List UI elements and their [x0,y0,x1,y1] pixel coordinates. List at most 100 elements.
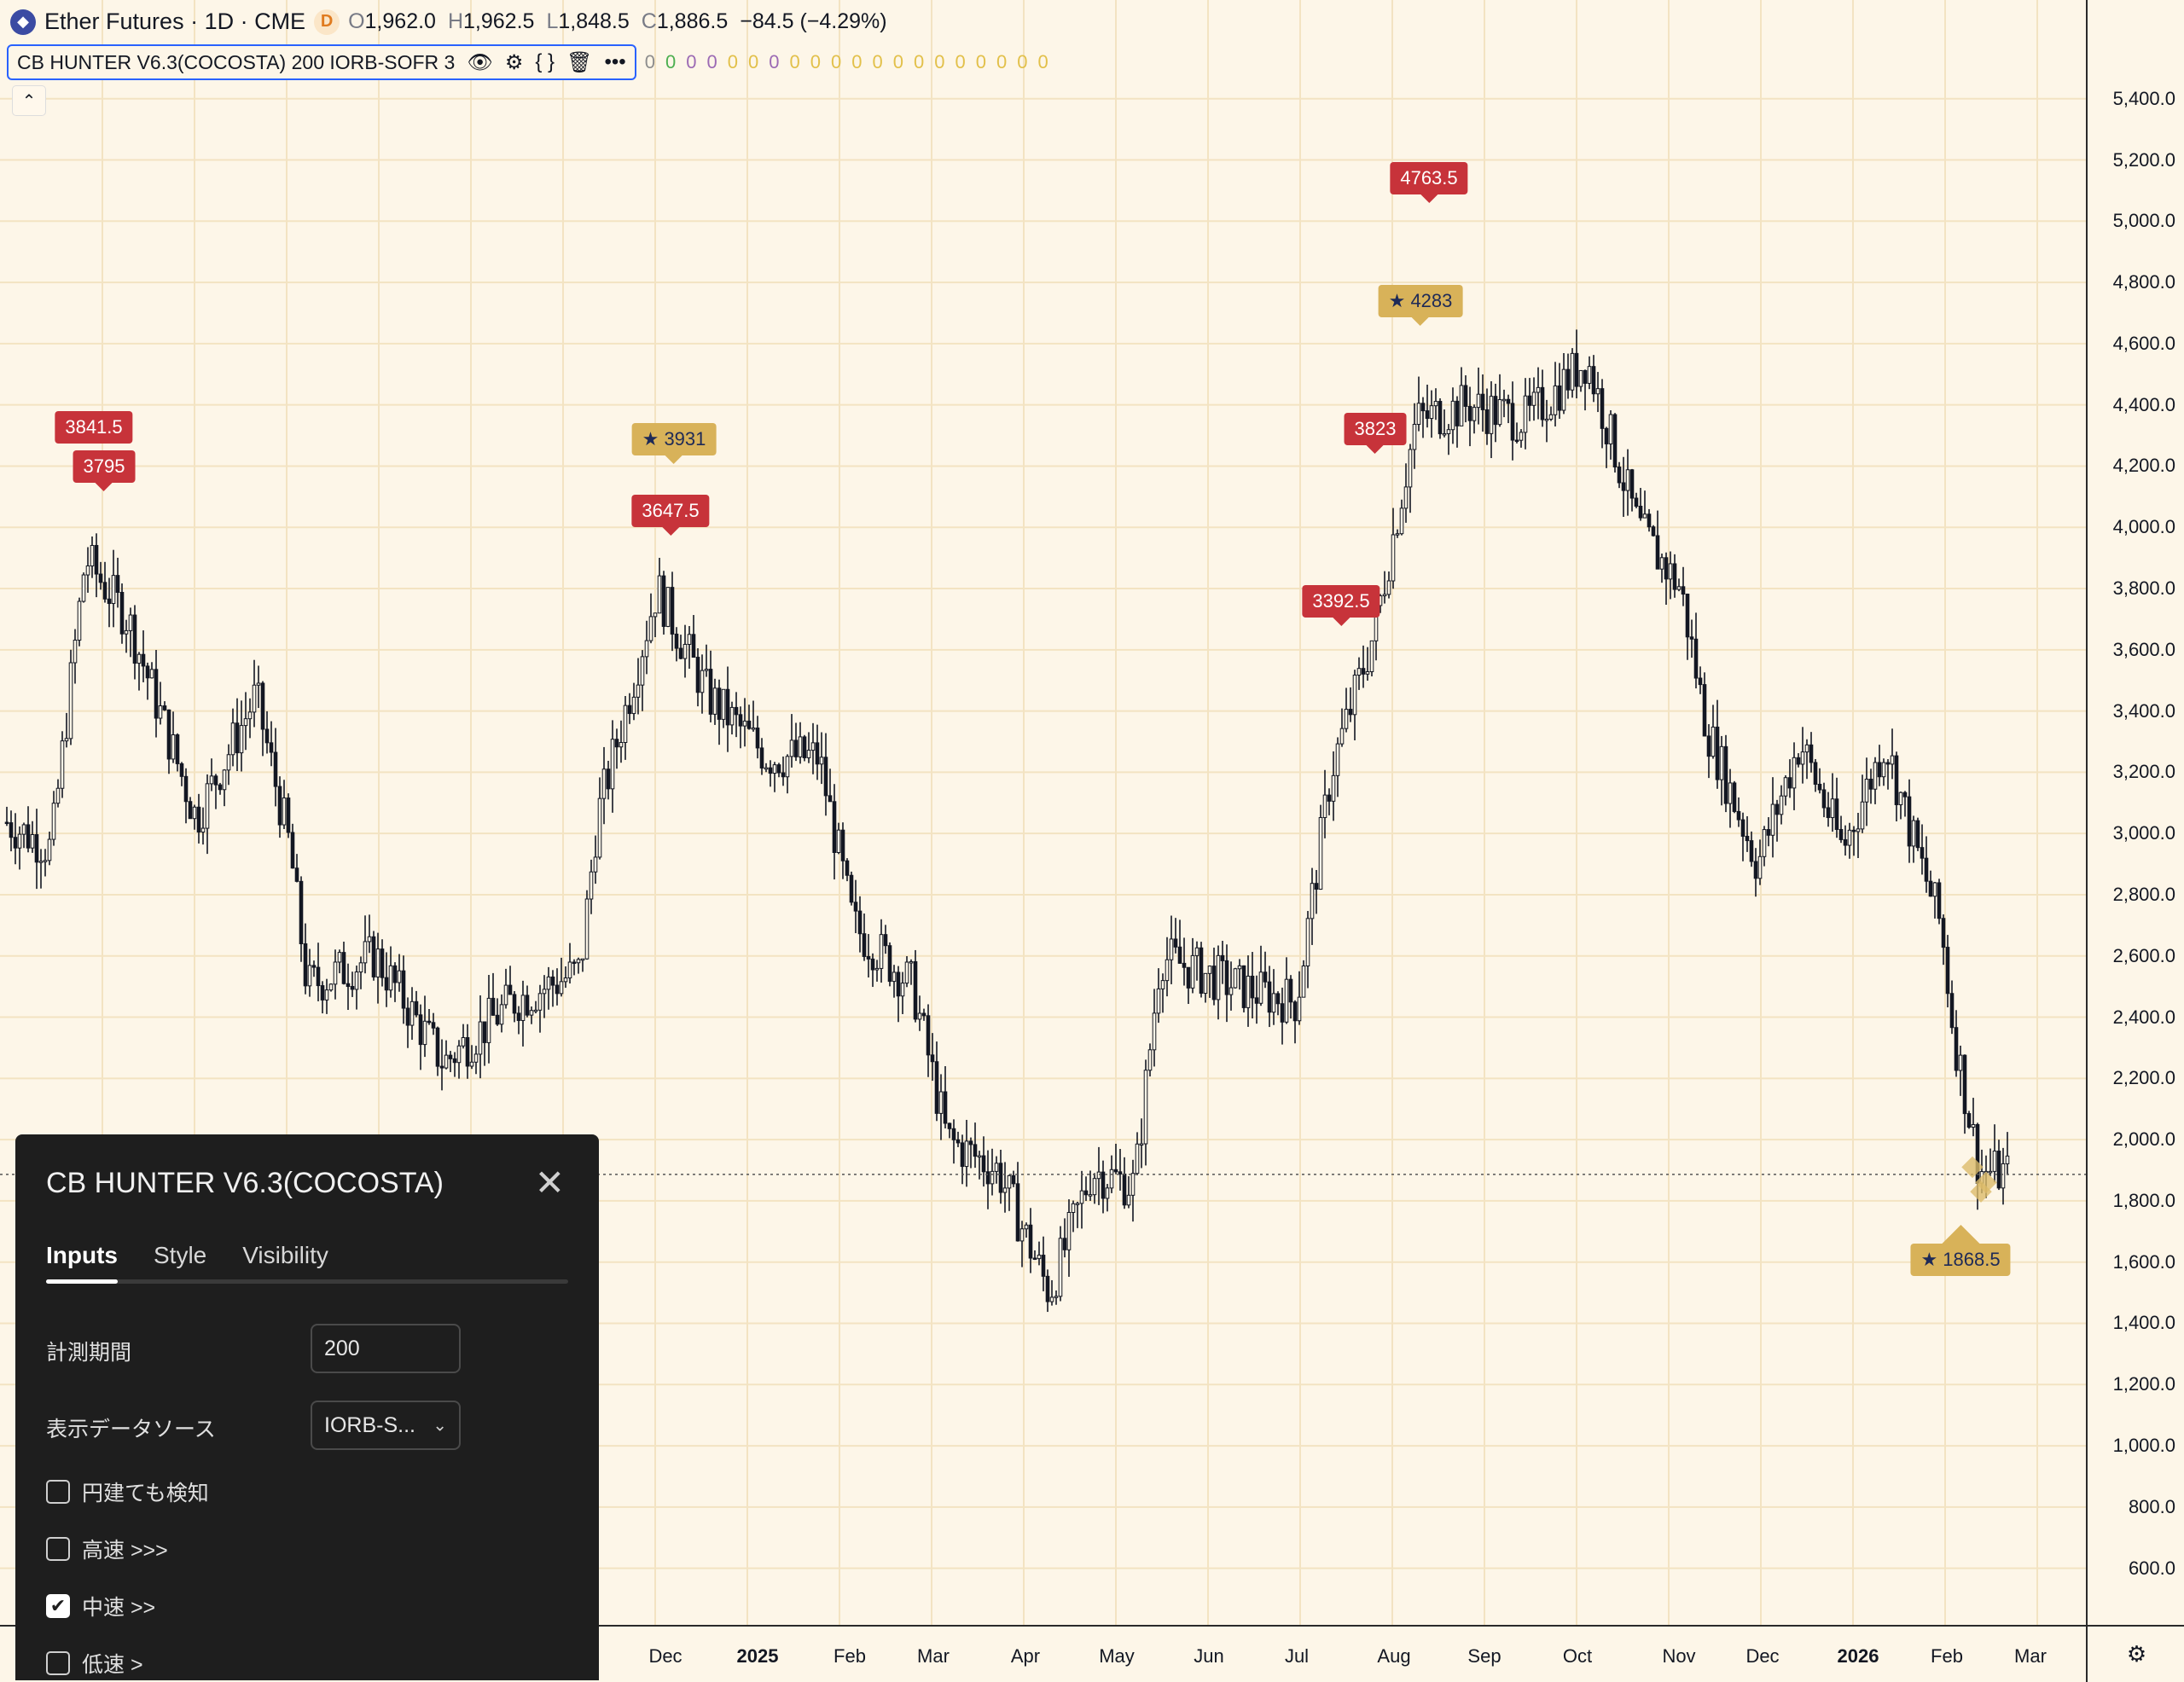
candle-body [269,742,274,753]
candle-body [879,934,884,969]
checkbox[interactable] [46,1480,70,1504]
candle-body [30,834,35,849]
checkbox-checked[interactable]: ✔ [46,1594,70,1618]
candle-body [1527,395,1532,406]
candle-body [363,941,368,964]
checkbox-row[interactable]: 円建ても検知 [46,1476,209,1507]
candle-body [708,669,713,715]
candle-body [1041,1255,1046,1277]
indicator-value: 0 [1017,51,1028,72]
candle-body [1118,1171,1123,1174]
candle-body [755,728,760,749]
candle-body [840,829,845,861]
candle-body [346,983,351,988]
price-axis[interactable]: 5,400.0 5,200.0 5,000.0 4,800.0 4,600.0 4,400… [2086,0,2184,1625]
checkbox[interactable] [46,1651,70,1675]
candle-body [729,706,735,726]
time-tick: Mar [917,1645,950,1667]
candle-body [619,742,624,748]
checkbox-row[interactable]: 高速 >>> [46,1534,168,1564]
candle-body [473,1053,479,1063]
delayed-badge: D [314,9,340,35]
candle-body [789,740,794,757]
candle-body [1386,580,1391,595]
candle-body [60,740,65,789]
checkbox-row[interactable]: 低速 > [46,1648,143,1679]
candle-body [444,1054,449,1069]
candle-body [665,587,671,627]
candle-body [337,952,342,963]
tab-visibility[interactable]: Visibility [242,1242,328,1268]
collapse-legend-button[interactable]: ⌃ [12,85,46,116]
eye-icon[interactable]: 👁 [467,50,493,74]
candle-body [1028,1224,1033,1259]
candle-body [183,775,189,803]
price-tick: 4,200.0 [2112,455,2175,477]
candle-body [1305,918,1310,967]
candle-body [1548,414,1554,420]
candle-body [200,827,206,833]
trash-icon[interactable]: 🗑 [566,50,593,74]
indicator-legend-item[interactable]: CB HUNTER V6.3(COCOSTA) 200 IORB-SOFR 3 … [7,44,636,80]
candle-body [874,967,880,971]
indicator-value: 0 [996,51,1008,72]
candle-body [2005,1155,2010,1164]
indicator-value: 0 [706,51,717,72]
candle-body [478,1021,483,1055]
candle-body [687,634,692,645]
candle-body [1668,563,1673,580]
candle-body [1011,1174,1016,1185]
candle-body [896,972,901,997]
candle-body [678,647,683,659]
candle-body [1412,424,1417,450]
dialog-title: CB HUNTER V6.3(COCOSTA) [46,1167,444,1199]
candle-body [273,751,278,787]
candle-body [1681,586,1686,595]
candle-body [452,1058,457,1064]
candle-body [94,544,99,575]
period-input[interactable]: 200 [311,1324,461,1373]
chart-settings-icon[interactable]: ⚙ [2086,1625,2184,1682]
tab-inputs[interactable]: Inputs [46,1242,118,1268]
candle-body [1894,755,1899,805]
indicator-value: 0 [686,51,697,72]
candle-body [956,1139,961,1144]
indicator-value: 0 [727,51,738,72]
tab-style[interactable]: Style [154,1242,207,1268]
candle-body [1693,638,1699,679]
checkbox-row[interactable]: ✔ 中速 >> [46,1591,155,1621]
candle-body [1531,392,1536,406]
gear-icon[interactable]: ⚙ [504,50,524,74]
indicator-name[interactable]: CB HUNTER V6.3(COCOSTA) 200 IORB-SOFR 3 [17,50,456,73]
candle-body [597,798,602,858]
price-tick: 800.0 [2128,1495,2175,1517]
candle-body [887,945,892,983]
candle-body [401,970,406,1009]
candle-body [149,669,154,679]
close-icon[interactable]: ✕ [534,1163,565,1203]
source-code-icon[interactable]: { } [535,50,555,73]
more-icon[interactable]: ••• [604,50,626,73]
candle-body [1591,366,1596,395]
candle-body [533,1009,538,1012]
checkbox[interactable] [46,1537,70,1561]
candle-body [1838,828,1844,840]
candle-body [1365,671,1370,675]
candle-body [1216,954,1221,1000]
candle-body [21,824,26,835]
candle-body [1804,744,1809,753]
candle-body [1459,385,1464,426]
data-source-select[interactable]: IORB-S... ⌄ [311,1401,461,1450]
candle-body [4,821,9,825]
symbol-title[interactable]: Ether Futures · 1D · CME [44,9,306,34]
candle-body [1369,640,1374,673]
candle-body [1851,829,1856,832]
candle-body [282,798,287,826]
candle-body [1877,762,1882,778]
candle-body [1054,1296,1059,1298]
candle-body [546,976,551,990]
chart-label: 3795 [73,450,136,491]
low-key: L [546,9,559,33]
candle-body [1199,947,1204,995]
indicator-value: 0 [851,51,863,72]
